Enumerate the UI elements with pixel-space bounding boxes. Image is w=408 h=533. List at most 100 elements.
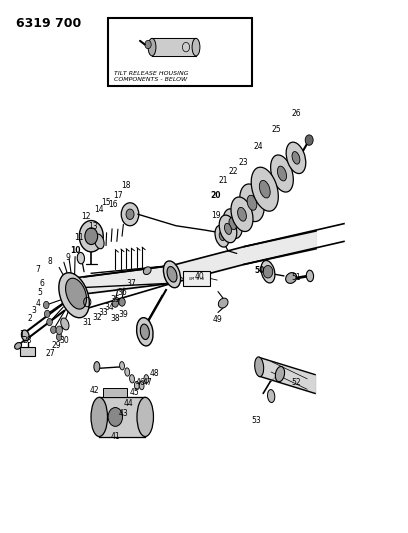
Circle shape <box>305 135 313 146</box>
Text: 53: 53 <box>251 416 261 425</box>
Text: 11: 11 <box>75 233 84 243</box>
Text: 18: 18 <box>121 181 131 190</box>
Ellipse shape <box>167 266 177 282</box>
Text: 16: 16 <box>108 200 118 209</box>
Text: 9: 9 <box>66 253 71 262</box>
Text: 34: 34 <box>104 303 114 312</box>
Circle shape <box>43 301 49 309</box>
Text: 48: 48 <box>149 369 159 378</box>
Text: 22: 22 <box>228 167 237 176</box>
Ellipse shape <box>255 357 264 377</box>
Text: 20: 20 <box>210 191 220 200</box>
Text: 29: 29 <box>51 342 61 350</box>
Ellipse shape <box>223 209 242 239</box>
Text: 36: 36 <box>117 288 127 297</box>
Text: 2: 2 <box>28 314 33 323</box>
Text: 25: 25 <box>272 125 282 134</box>
Text: 23: 23 <box>238 158 248 166</box>
Ellipse shape <box>59 273 89 318</box>
Text: 45: 45 <box>129 389 139 398</box>
Text: 27: 27 <box>45 349 55 358</box>
Ellipse shape <box>140 324 149 340</box>
Circle shape <box>121 203 139 226</box>
Text: 46: 46 <box>135 378 145 387</box>
Ellipse shape <box>268 390 275 402</box>
Text: TILT RELEASE HOUSING
COMPONENTS - BELOW: TILT RELEASE HOUSING COMPONENTS - BELOW <box>114 71 188 82</box>
Ellipse shape <box>251 167 278 211</box>
Ellipse shape <box>120 361 124 370</box>
Text: 51: 51 <box>291 273 301 282</box>
Text: 47: 47 <box>142 378 152 387</box>
Text: 13: 13 <box>88 222 98 231</box>
Text: 40: 40 <box>194 272 204 281</box>
Text: 17: 17 <box>113 191 123 200</box>
Text: 43: 43 <box>118 409 128 418</box>
Ellipse shape <box>219 232 225 240</box>
Ellipse shape <box>137 397 153 437</box>
Text: 1: 1 <box>20 330 24 339</box>
Ellipse shape <box>148 38 156 56</box>
Text: 30: 30 <box>59 336 69 345</box>
Ellipse shape <box>21 330 29 341</box>
Text: 32: 32 <box>92 313 102 322</box>
Ellipse shape <box>215 225 229 247</box>
Ellipse shape <box>77 253 84 264</box>
Ellipse shape <box>292 151 300 164</box>
Ellipse shape <box>94 361 100 372</box>
Circle shape <box>56 333 62 341</box>
Circle shape <box>85 228 98 245</box>
Ellipse shape <box>224 223 231 235</box>
Text: 19: 19 <box>211 211 221 220</box>
Text: 12: 12 <box>81 212 91 221</box>
Text: 52: 52 <box>291 378 301 387</box>
Ellipse shape <box>15 343 22 349</box>
Circle shape <box>145 41 151 49</box>
Bar <box>20 347 35 357</box>
Ellipse shape <box>91 397 107 437</box>
Ellipse shape <box>277 166 286 181</box>
Ellipse shape <box>271 155 293 192</box>
Text: 24: 24 <box>253 142 263 151</box>
Ellipse shape <box>130 375 135 383</box>
Ellipse shape <box>134 382 139 390</box>
Ellipse shape <box>219 215 237 243</box>
Text: 39: 39 <box>118 310 128 319</box>
Text: 37: 37 <box>126 279 136 288</box>
Text: 14: 14 <box>94 205 104 214</box>
Text: 6: 6 <box>40 279 44 288</box>
Ellipse shape <box>286 272 297 284</box>
Circle shape <box>119 298 125 306</box>
Text: 4: 4 <box>35 298 40 308</box>
Circle shape <box>79 221 103 252</box>
Text: 21: 21 <box>218 176 228 185</box>
Circle shape <box>112 299 118 307</box>
Ellipse shape <box>164 261 181 288</box>
Circle shape <box>126 209 134 220</box>
Text: 28: 28 <box>22 336 32 345</box>
Text: 42: 42 <box>89 386 99 395</box>
Ellipse shape <box>66 278 86 309</box>
Ellipse shape <box>218 298 228 308</box>
Text: 38: 38 <box>111 314 120 323</box>
Text: 6319 700: 6319 700 <box>16 17 81 30</box>
Text: 44: 44 <box>124 399 134 408</box>
Ellipse shape <box>259 180 270 198</box>
Ellipse shape <box>61 318 69 330</box>
Circle shape <box>47 318 52 326</box>
Circle shape <box>108 408 122 426</box>
Text: 33: 33 <box>98 308 108 317</box>
Circle shape <box>263 265 273 278</box>
Circle shape <box>44 310 50 318</box>
Circle shape <box>51 326 56 334</box>
Ellipse shape <box>137 318 153 346</box>
Text: 31: 31 <box>82 318 92 327</box>
Bar <box>183 271 211 286</box>
Text: 49: 49 <box>213 316 223 324</box>
Text: 5: 5 <box>38 288 42 297</box>
Ellipse shape <box>143 267 151 274</box>
Ellipse shape <box>247 195 257 211</box>
Ellipse shape <box>144 375 149 383</box>
Ellipse shape <box>231 197 253 231</box>
Ellipse shape <box>94 234 104 249</box>
Ellipse shape <box>240 184 264 222</box>
